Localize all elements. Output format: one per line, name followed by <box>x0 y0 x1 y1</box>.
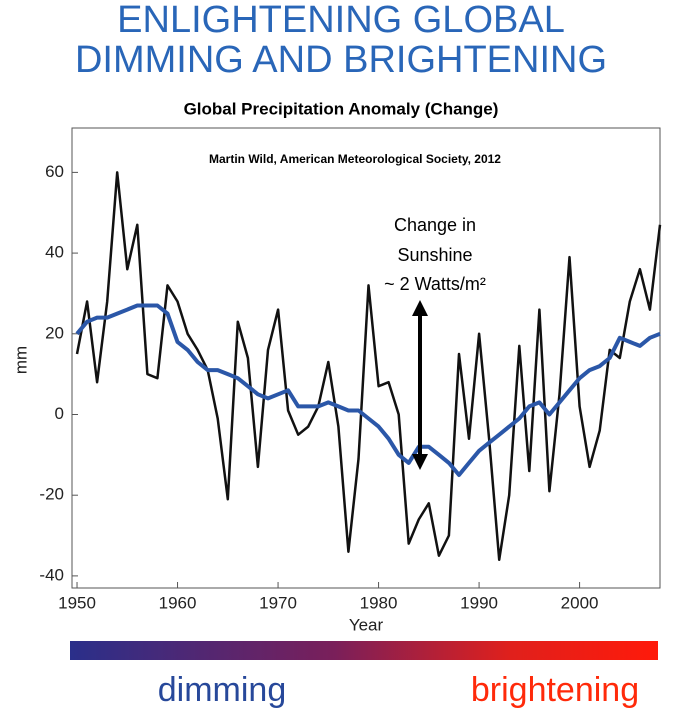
annotation: Martin Wild, American Meteorological Soc… <box>209 152 501 166</box>
y-tick-label: 0 <box>55 404 64 423</box>
y-tick-label: 60 <box>45 162 64 181</box>
callout: Sunshine <box>397 245 472 265</box>
series-line <box>75 303 661 477</box>
x-tick-label: 1970 <box>259 593 297 612</box>
callout: ~ 2 Watts/m² <box>384 274 486 294</box>
y-tick-label: 40 <box>45 243 64 262</box>
scale-right-label: brightening <box>471 671 639 709</box>
y-tick-label: -40 <box>39 565 64 584</box>
scale-bar <box>70 641 658 660</box>
y-tick-label: -20 <box>39 485 64 504</box>
plot-frame <box>71 127 661 589</box>
x-tick-label: 1990 <box>460 593 498 612</box>
x-tick-label: 1950 <box>58 593 96 612</box>
x-tick-label: 2000 <box>561 593 599 612</box>
x-tick-label: 1960 <box>159 593 197 612</box>
x-axis-label: Year <box>349 615 384 634</box>
page-title: ENLIGHTENING GLOBAL <box>117 0 565 41</box>
y-tick-label: 20 <box>45 323 64 342</box>
chart-title: Global Precipitation Anomaly (Change) <box>184 99 499 118</box>
x-tick-label: 1980 <box>360 593 398 612</box>
callout: Change in <box>394 215 476 235</box>
page-title: DIMMING AND BRIGHTENING <box>75 39 607 81</box>
series-line <box>75 171 662 562</box>
y-axis-label: mm <box>11 346 30 374</box>
scale-left-label: dimming <box>158 671 286 709</box>
